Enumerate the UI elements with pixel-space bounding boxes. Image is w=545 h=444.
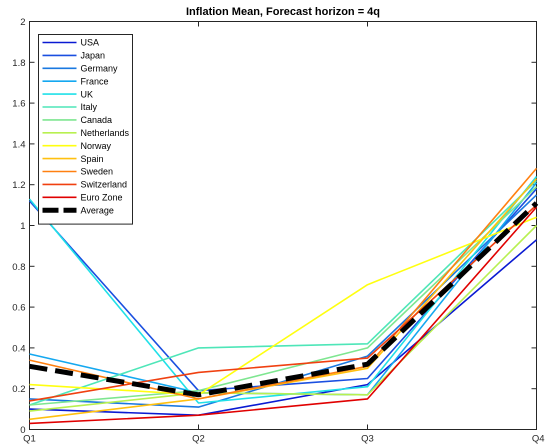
y-axis: 0 0.2 0.4 0.6 0.8 1 1.2 1.4 1.6 1.8 2 — [12, 17, 537, 436]
y-tick-label: 1 — [20, 221, 25, 232]
legend-label: Average — [81, 205, 114, 215]
legend-label: USA — [81, 38, 100, 48]
legend-label: UK — [81, 89, 94, 99]
legend-label: Italy — [81, 102, 98, 112]
legend-label: Sweden — [81, 167, 114, 177]
series-line-italy — [29, 180, 538, 406]
x-tick-label: Q4 — [532, 434, 545, 444]
legend-label: France — [81, 76, 109, 86]
legend-label: Switzerland — [81, 180, 128, 190]
legend-label: Euro Zone — [81, 193, 123, 203]
legend-label: Spain — [81, 154, 104, 164]
y-tick-label: 1.4 — [12, 139, 25, 150]
y-tick-label: 1.6 — [12, 99, 25, 110]
x-tick-label: Q1 — [23, 434, 36, 444]
x-axis: Q1 Q2 Q3 Q4 — [23, 21, 545, 444]
legend-label: Netherlands — [81, 128, 130, 138]
series-lines — [28, 167, 539, 425]
y-tick-label: 0.4 — [12, 343, 25, 354]
series-line-germany — [29, 194, 538, 408]
chart-title: Inflation Mean, Forecast horizon = 4q — [186, 6, 380, 18]
x-tick-label: Q2 — [192, 434, 205, 444]
y-tick-label: 0.2 — [12, 384, 25, 395]
y-tick-label: 1.8 — [12, 58, 25, 69]
y-tick-label: 2 — [20, 17, 25, 28]
y-tick-label: 0 — [20, 425, 25, 436]
legend-label: Canada — [81, 115, 113, 125]
legend: USA Japan Germany France UK Italy Canada Nether… — [38, 34, 133, 225]
y-tick-label: 0.8 — [12, 262, 25, 273]
series-line-norway — [29, 216, 537, 396]
series-line-euro-zone — [29, 206, 538, 425]
legend-label: Norway — [81, 141, 112, 151]
legend-label: Germany — [81, 64, 119, 74]
series-line-spain — [29, 178, 538, 421]
legend-box — [38, 34, 133, 225]
y-tick-label: 1.2 — [12, 180, 25, 191]
series-line-switzerland — [29, 204, 538, 402]
series-line-average — [29, 201, 539, 398]
series-line-usa — [29, 239, 538, 417]
series-line-netherlands — [29, 224, 538, 412]
y-tick-label: 0.6 — [12, 303, 25, 314]
x-tick-label: Q3 — [361, 434, 374, 444]
legend-label: Japan — [81, 51, 106, 61]
